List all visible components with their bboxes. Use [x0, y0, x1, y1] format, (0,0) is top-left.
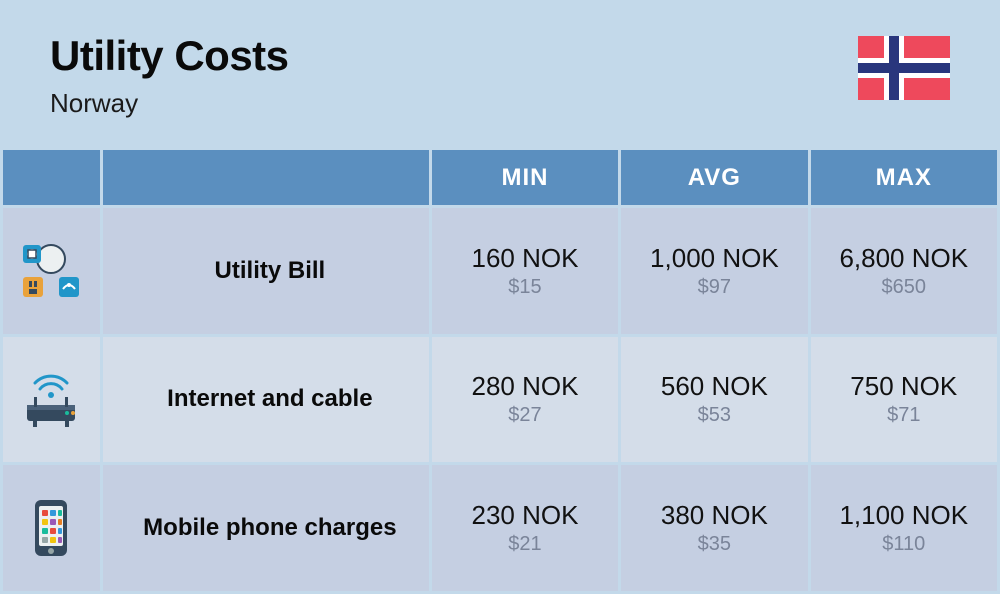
value-local: 230 NOK	[432, 500, 618, 531]
value-usd: $53	[621, 404, 807, 427]
page: Utility Costs Norway MIN AVG MAX	[0, 0, 1000, 594]
table-row: Utility Bill 160 NOK $15 1,000 NOK $97 6…	[2, 207, 999, 336]
table-header-row: MIN AVG MAX	[2, 149, 999, 207]
row-label: Internet and cable	[101, 335, 430, 464]
utility-icon	[2, 207, 102, 336]
page-title: Utility Costs	[50, 32, 289, 80]
value-local: 6,800 NOK	[811, 243, 997, 274]
cell-min: 280 NOK $27	[430, 335, 619, 464]
value-usd: $27	[432, 404, 618, 427]
value-local: 1,000 NOK	[621, 243, 807, 274]
row-label: Mobile phone charges	[101, 464, 430, 593]
cell-avg: 560 NOK $53	[620, 335, 809, 464]
value-usd: $650	[811, 276, 997, 299]
header-blank-label	[101, 149, 430, 207]
costs-table: MIN AVG MAX	[0, 147, 1000, 594]
value-local: 750 NOK	[811, 371, 997, 402]
table-row: Internet and cable 280 NOK $27 560 NOK $…	[2, 335, 999, 464]
header-min: MIN	[430, 149, 619, 207]
value-usd: $35	[621, 533, 807, 556]
value-local: 280 NOK	[432, 371, 618, 402]
value-usd: $15	[432, 276, 618, 299]
header-text: Utility Costs Norway	[50, 32, 289, 119]
cell-max: 750 NOK $71	[809, 335, 998, 464]
cell-min: 230 NOK $21	[430, 464, 619, 593]
cell-max: 6,800 NOK $650	[809, 207, 998, 336]
value-usd: $110	[811, 533, 997, 556]
value-local: 1,100 NOK	[811, 500, 997, 531]
header-max: MAX	[809, 149, 998, 207]
value-usd: $71	[811, 404, 997, 427]
cell-max: 1,100 NOK $110	[809, 464, 998, 593]
cell-min: 160 NOK $15	[430, 207, 619, 336]
mobile-phone-icon	[2, 464, 102, 593]
header: Utility Costs Norway	[0, 0, 1000, 147]
row-label: Utility Bill	[101, 207, 430, 336]
router-icon	[2, 335, 102, 464]
value-local: 560 NOK	[621, 371, 807, 402]
norway-flag-icon	[858, 36, 950, 100]
country-name: Norway	[50, 88, 289, 119]
cell-avg: 380 NOK $35	[620, 464, 809, 593]
header-blank-icon	[2, 149, 102, 207]
value-local: 160 NOK	[432, 243, 618, 274]
table-row: Mobile phone charges 230 NOK $21 380 NOK…	[2, 464, 999, 593]
value-usd: $21	[432, 533, 618, 556]
value-local: 380 NOK	[621, 500, 807, 531]
header-avg: AVG	[620, 149, 809, 207]
value-usd: $97	[621, 276, 807, 299]
cell-avg: 1,000 NOK $97	[620, 207, 809, 336]
